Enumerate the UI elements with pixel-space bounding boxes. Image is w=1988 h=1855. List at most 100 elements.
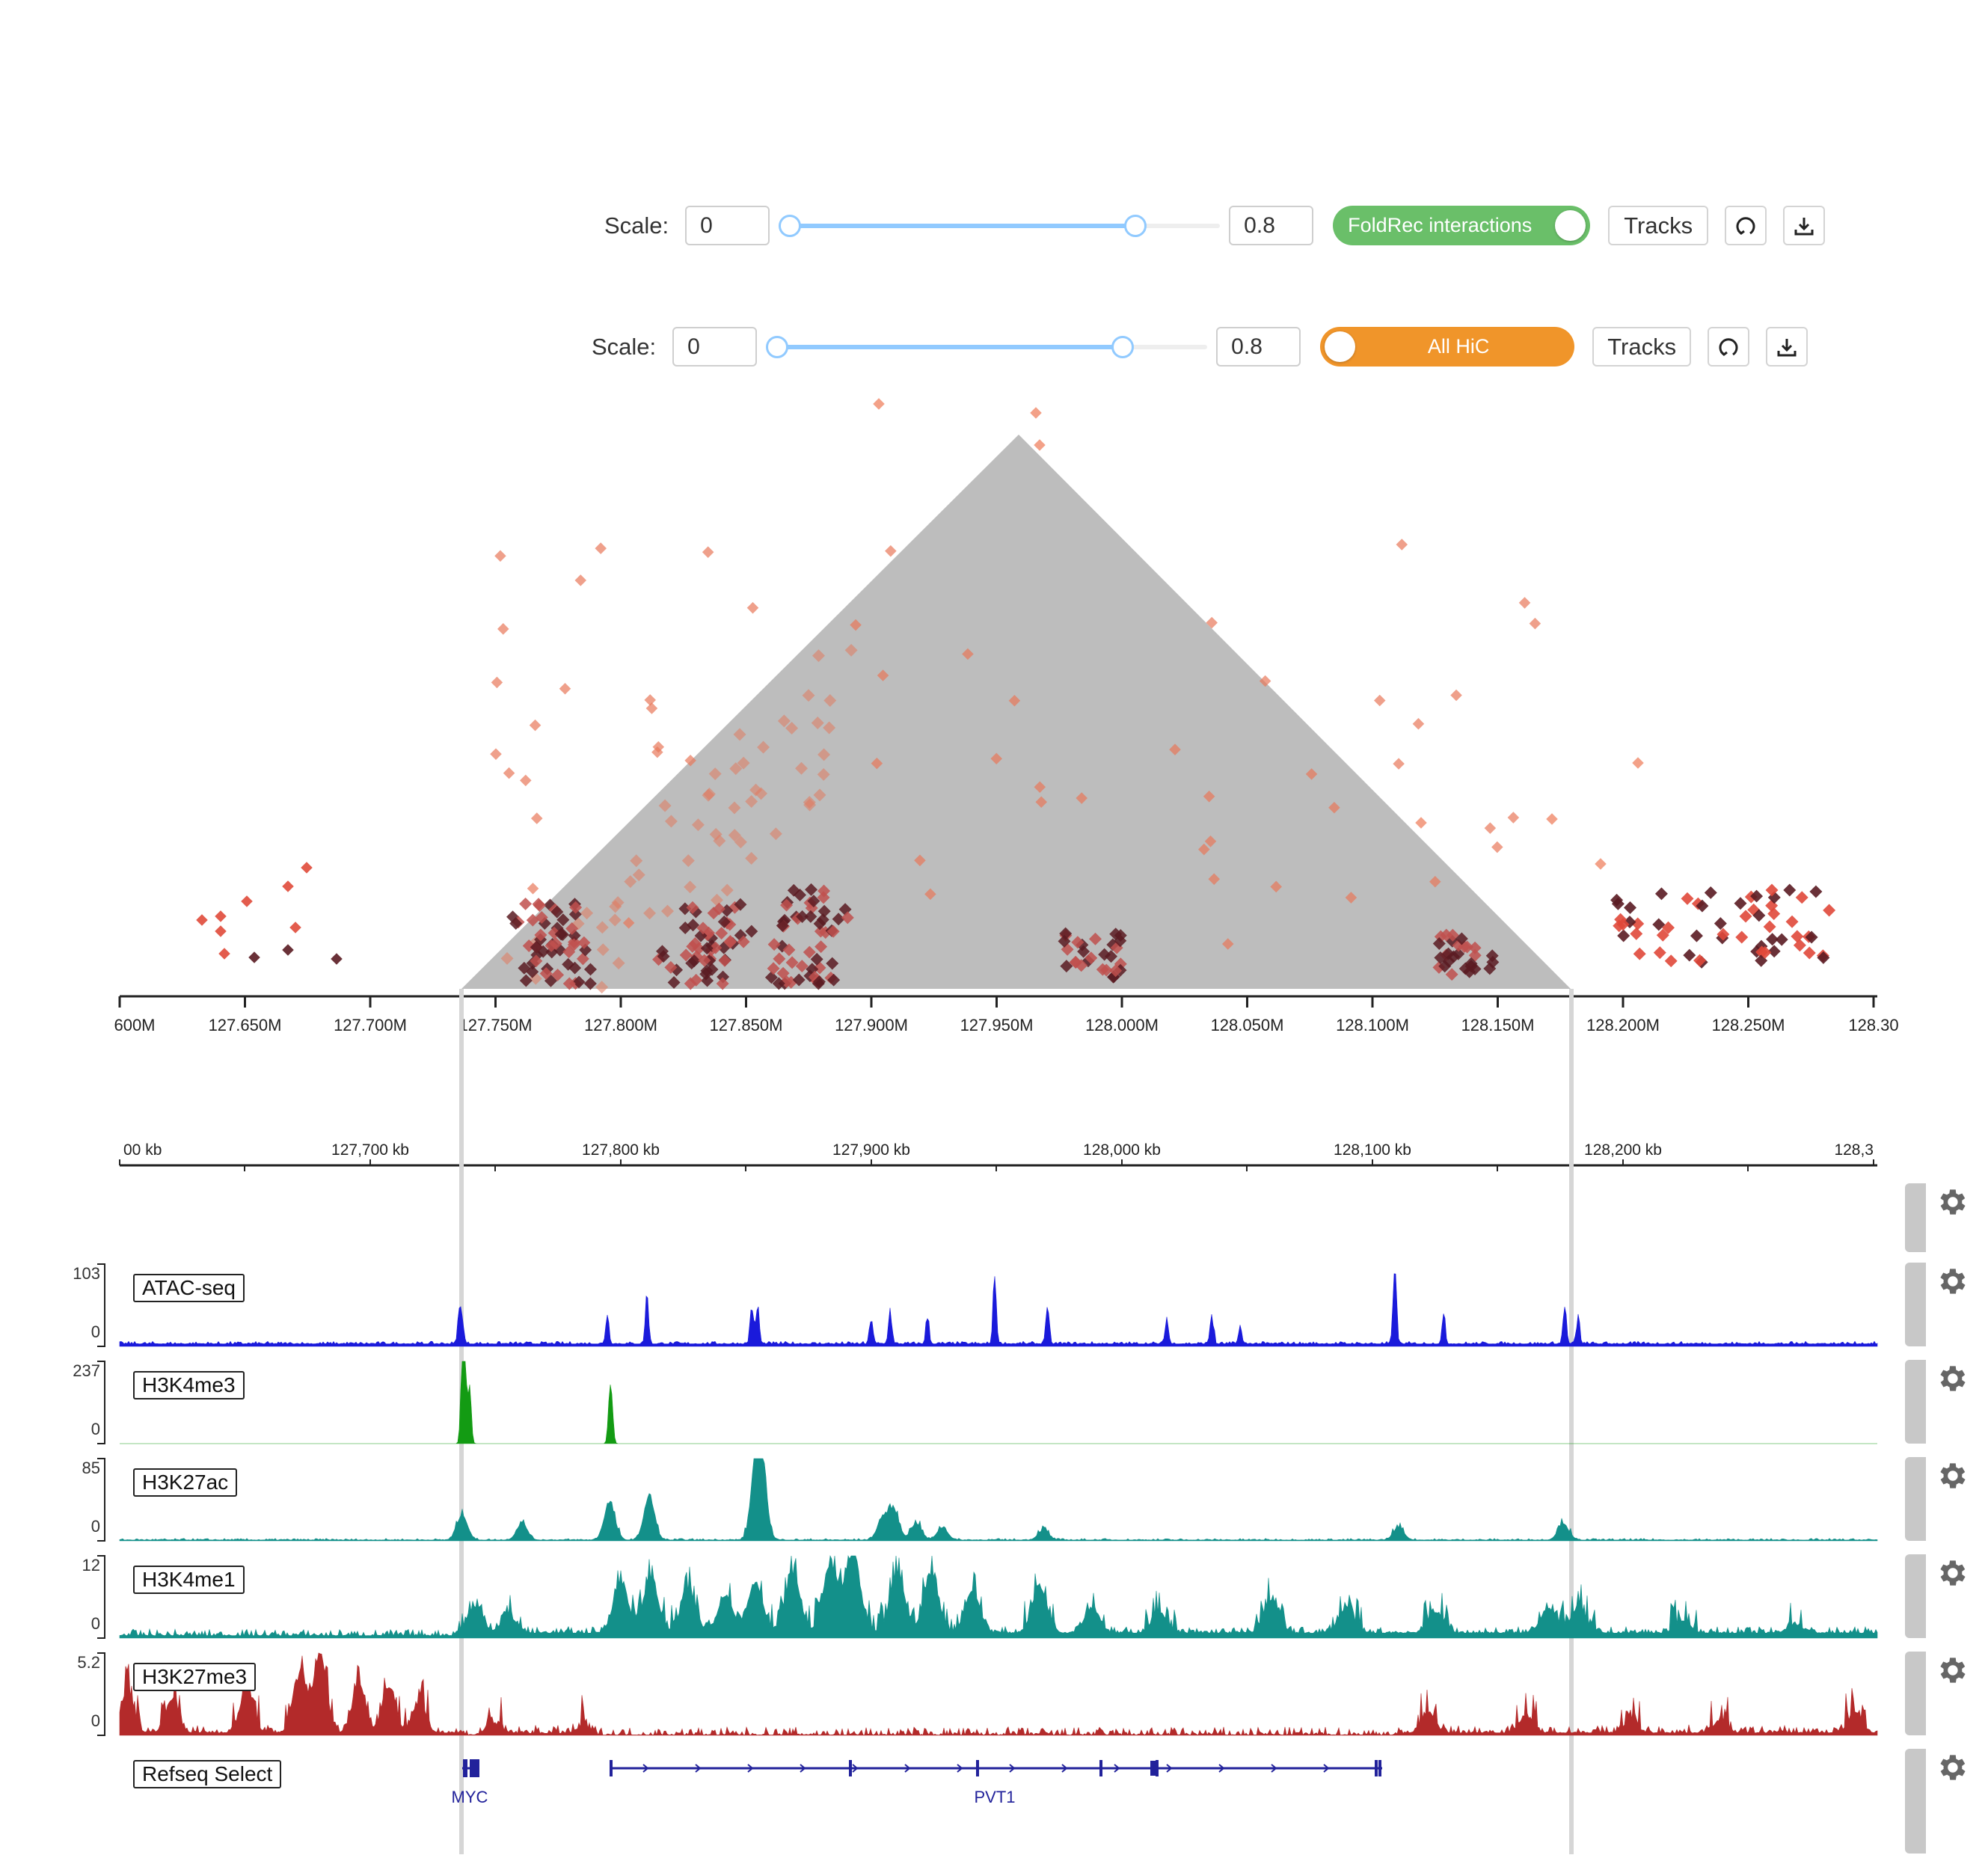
- slider-high-handle[interactable]: [1124, 215, 1147, 237]
- scale-min-input[interactable]: [672, 327, 758, 367]
- track-label-h3k27ac[interactable]: H3K27ac: [133, 1468, 238, 1497]
- hic-contact-cell: [745, 795, 758, 808]
- gear-icon[interactable]: [1934, 1185, 1969, 1219]
- hic-contact-cell: [1714, 917, 1727, 930]
- track-label-refseq-select[interactable]: Refseq Select: [133, 1760, 282, 1788]
- hic-axis-tick-label: 128.150M: [1461, 1016, 1535, 1034]
- hic-contact-cell: [1763, 920, 1776, 933]
- gene-pvt1-exon: [610, 1760, 613, 1776]
- hic-contact-cell: [1785, 915, 1799, 928]
- hic-contact-cell: [551, 968, 565, 981]
- hic-axis-tick-label: 127.750M: [459, 1016, 533, 1034]
- hic-contact-cell: [559, 682, 571, 695]
- track-label-h3k4me1[interactable]: H3K4me1: [133, 1566, 245, 1594]
- hic-contact-cell: [803, 798, 817, 812]
- hic-contact-cell: [802, 689, 815, 702]
- track-settings-tab[interactable]: [1905, 1183, 1926, 1252]
- hic-contact-cell: [530, 954, 543, 968]
- gene-myc-exon: [473, 1759, 479, 1777]
- hic-contact-cell: [1805, 930, 1818, 944]
- hic-axis-tick-label: 128.30: [1848, 1016, 1898, 1034]
- hic-contact-cell: [1393, 758, 1405, 770]
- hic-cells-group: [196, 398, 1836, 994]
- hic-contact-cell: [1734, 897, 1747, 910]
- hic-contact-cell: [871, 757, 883, 770]
- scale-min-input[interactable]: [685, 206, 770, 245]
- hic-axis-tick-label: 127.800M: [584, 1016, 657, 1034]
- slider-high-handle[interactable]: [1111, 336, 1135, 358]
- hic-contact-cell: [1491, 841, 1503, 853]
- gene-strand-arrow: [695, 1764, 702, 1773]
- hic-contact-cell: [630, 854, 643, 868]
- track-settings-tab[interactable]: [1905, 1360, 1926, 1444]
- hic-contact-cell: [1803, 946, 1816, 960]
- controls-row-allhic: Scale: All HiC Tracks: [592, 327, 1808, 367]
- scale-range-slider[interactable]: [766, 327, 1208, 367]
- reset-button[interactable]: [1725, 206, 1767, 245]
- hic-contact-cell: [708, 767, 722, 781]
- hic-contact-cell: [215, 910, 227, 922]
- hic-contact-cell: [709, 827, 723, 841]
- all-hic-toggle[interactable]: All HiC: [1320, 327, 1575, 367]
- hic-contact-cell: [664, 960, 678, 974]
- hic-contact-cell: [885, 545, 897, 557]
- hic-contact-cell: [1412, 717, 1425, 730]
- hic-contact-cell: [734, 898, 747, 911]
- gear-icon[interactable]: [1934, 1459, 1969, 1493]
- hic-contact-cell: [644, 694, 657, 706]
- hic-contact-cell: [622, 917, 635, 929]
- hic-contact-cell: [734, 835, 747, 849]
- ruler-tick-label: 127,700 kb: [331, 1141, 409, 1159]
- slider-low-handle[interactable]: [766, 336, 789, 358]
- hic-contact-cell: [527, 883, 539, 895]
- gear-icon[interactable]: [1934, 1556, 1969, 1590]
- foldrec-interactions-toggle[interactable]: FoldRec interactions: [1333, 206, 1591, 245]
- slider-low-handle[interactable]: [779, 215, 802, 237]
- tracks-button[interactable]: Tracks: [1608, 206, 1709, 245]
- track-label-h3k4me3[interactable]: H3K4me3: [133, 1371, 245, 1399]
- hic-contact-cell: [1328, 801, 1340, 814]
- hic-contact-cell: [565, 922, 579, 936]
- h3k27me3-scale-min: 0: [90, 1711, 100, 1730]
- download-button[interactable]: [1783, 206, 1826, 245]
- gear-icon[interactable]: [1934, 1361, 1969, 1396]
- gear-icon[interactable]: [1934, 1750, 1969, 1785]
- hic-contact-cell: [657, 950, 670, 963]
- track-settings-tab[interactable]: [1905, 1263, 1926, 1346]
- hic-contact-cell: [1652, 918, 1666, 931]
- hic-contact-cell: [1034, 781, 1046, 793]
- hic-contact-cell: [1034, 439, 1046, 451]
- hic-contact-cell: [780, 898, 794, 912]
- reset-button[interactable]: [1708, 327, 1750, 367]
- scale-max-input[interactable]: [1229, 206, 1314, 245]
- track-settings-tab[interactable]: [1905, 1652, 1926, 1735]
- scale-max-input[interactable]: [1216, 327, 1301, 367]
- hic-contact-cell: [595, 542, 607, 554]
- h3k4me3-scale-min: 0: [90, 1420, 100, 1438]
- hic-contact-cell: [544, 939, 558, 952]
- download-button[interactable]: [1766, 327, 1808, 367]
- track-settings-tab[interactable]: [1905, 1457, 1926, 1541]
- hic-contact-cell: [764, 971, 778, 984]
- gear-icon[interactable]: [1934, 1264, 1969, 1298]
- hic-contact-cell: [1396, 539, 1408, 551]
- track-settings-tab[interactable]: [1905, 1554, 1926, 1638]
- scale-range-slider[interactable]: [779, 206, 1221, 245]
- hic-contact-cell: [767, 962, 780, 975]
- track-settings-tab[interactable]: [1905, 1749, 1926, 1854]
- hic-axis-tick-label: 128.050M: [1211, 1016, 1284, 1034]
- track-signal-1: [120, 1361, 1877, 1444]
- signal-tracks: MYC PVT1: [97, 1263, 1878, 1806]
- selection-right-boundary[interactable]: [1569, 989, 1574, 1854]
- gear-icon[interactable]: [1934, 1653, 1969, 1687]
- track-label-h3k27me3[interactable]: H3K27me3: [133, 1663, 257, 1691]
- track-scale-bracket: [97, 1458, 105, 1542]
- hic-contact-cell: [717, 915, 731, 928]
- hic-contact-cell: [1203, 791, 1215, 803]
- hic-contact-map[interactable]: 600M 127.650M 127.700M 127.750M 127.800M 127.…: [0, 374, 1988, 1421]
- gene-label-myc: MYC: [452, 1788, 488, 1806]
- track-label-atac-seq[interactable]: ATAC-seq: [133, 1274, 245, 1302]
- tracks-button[interactable]: Tracks: [1592, 327, 1692, 367]
- ruler-tick-label: 128,000 kb: [1083, 1141, 1161, 1159]
- hic-contact-cell: [576, 952, 589, 966]
